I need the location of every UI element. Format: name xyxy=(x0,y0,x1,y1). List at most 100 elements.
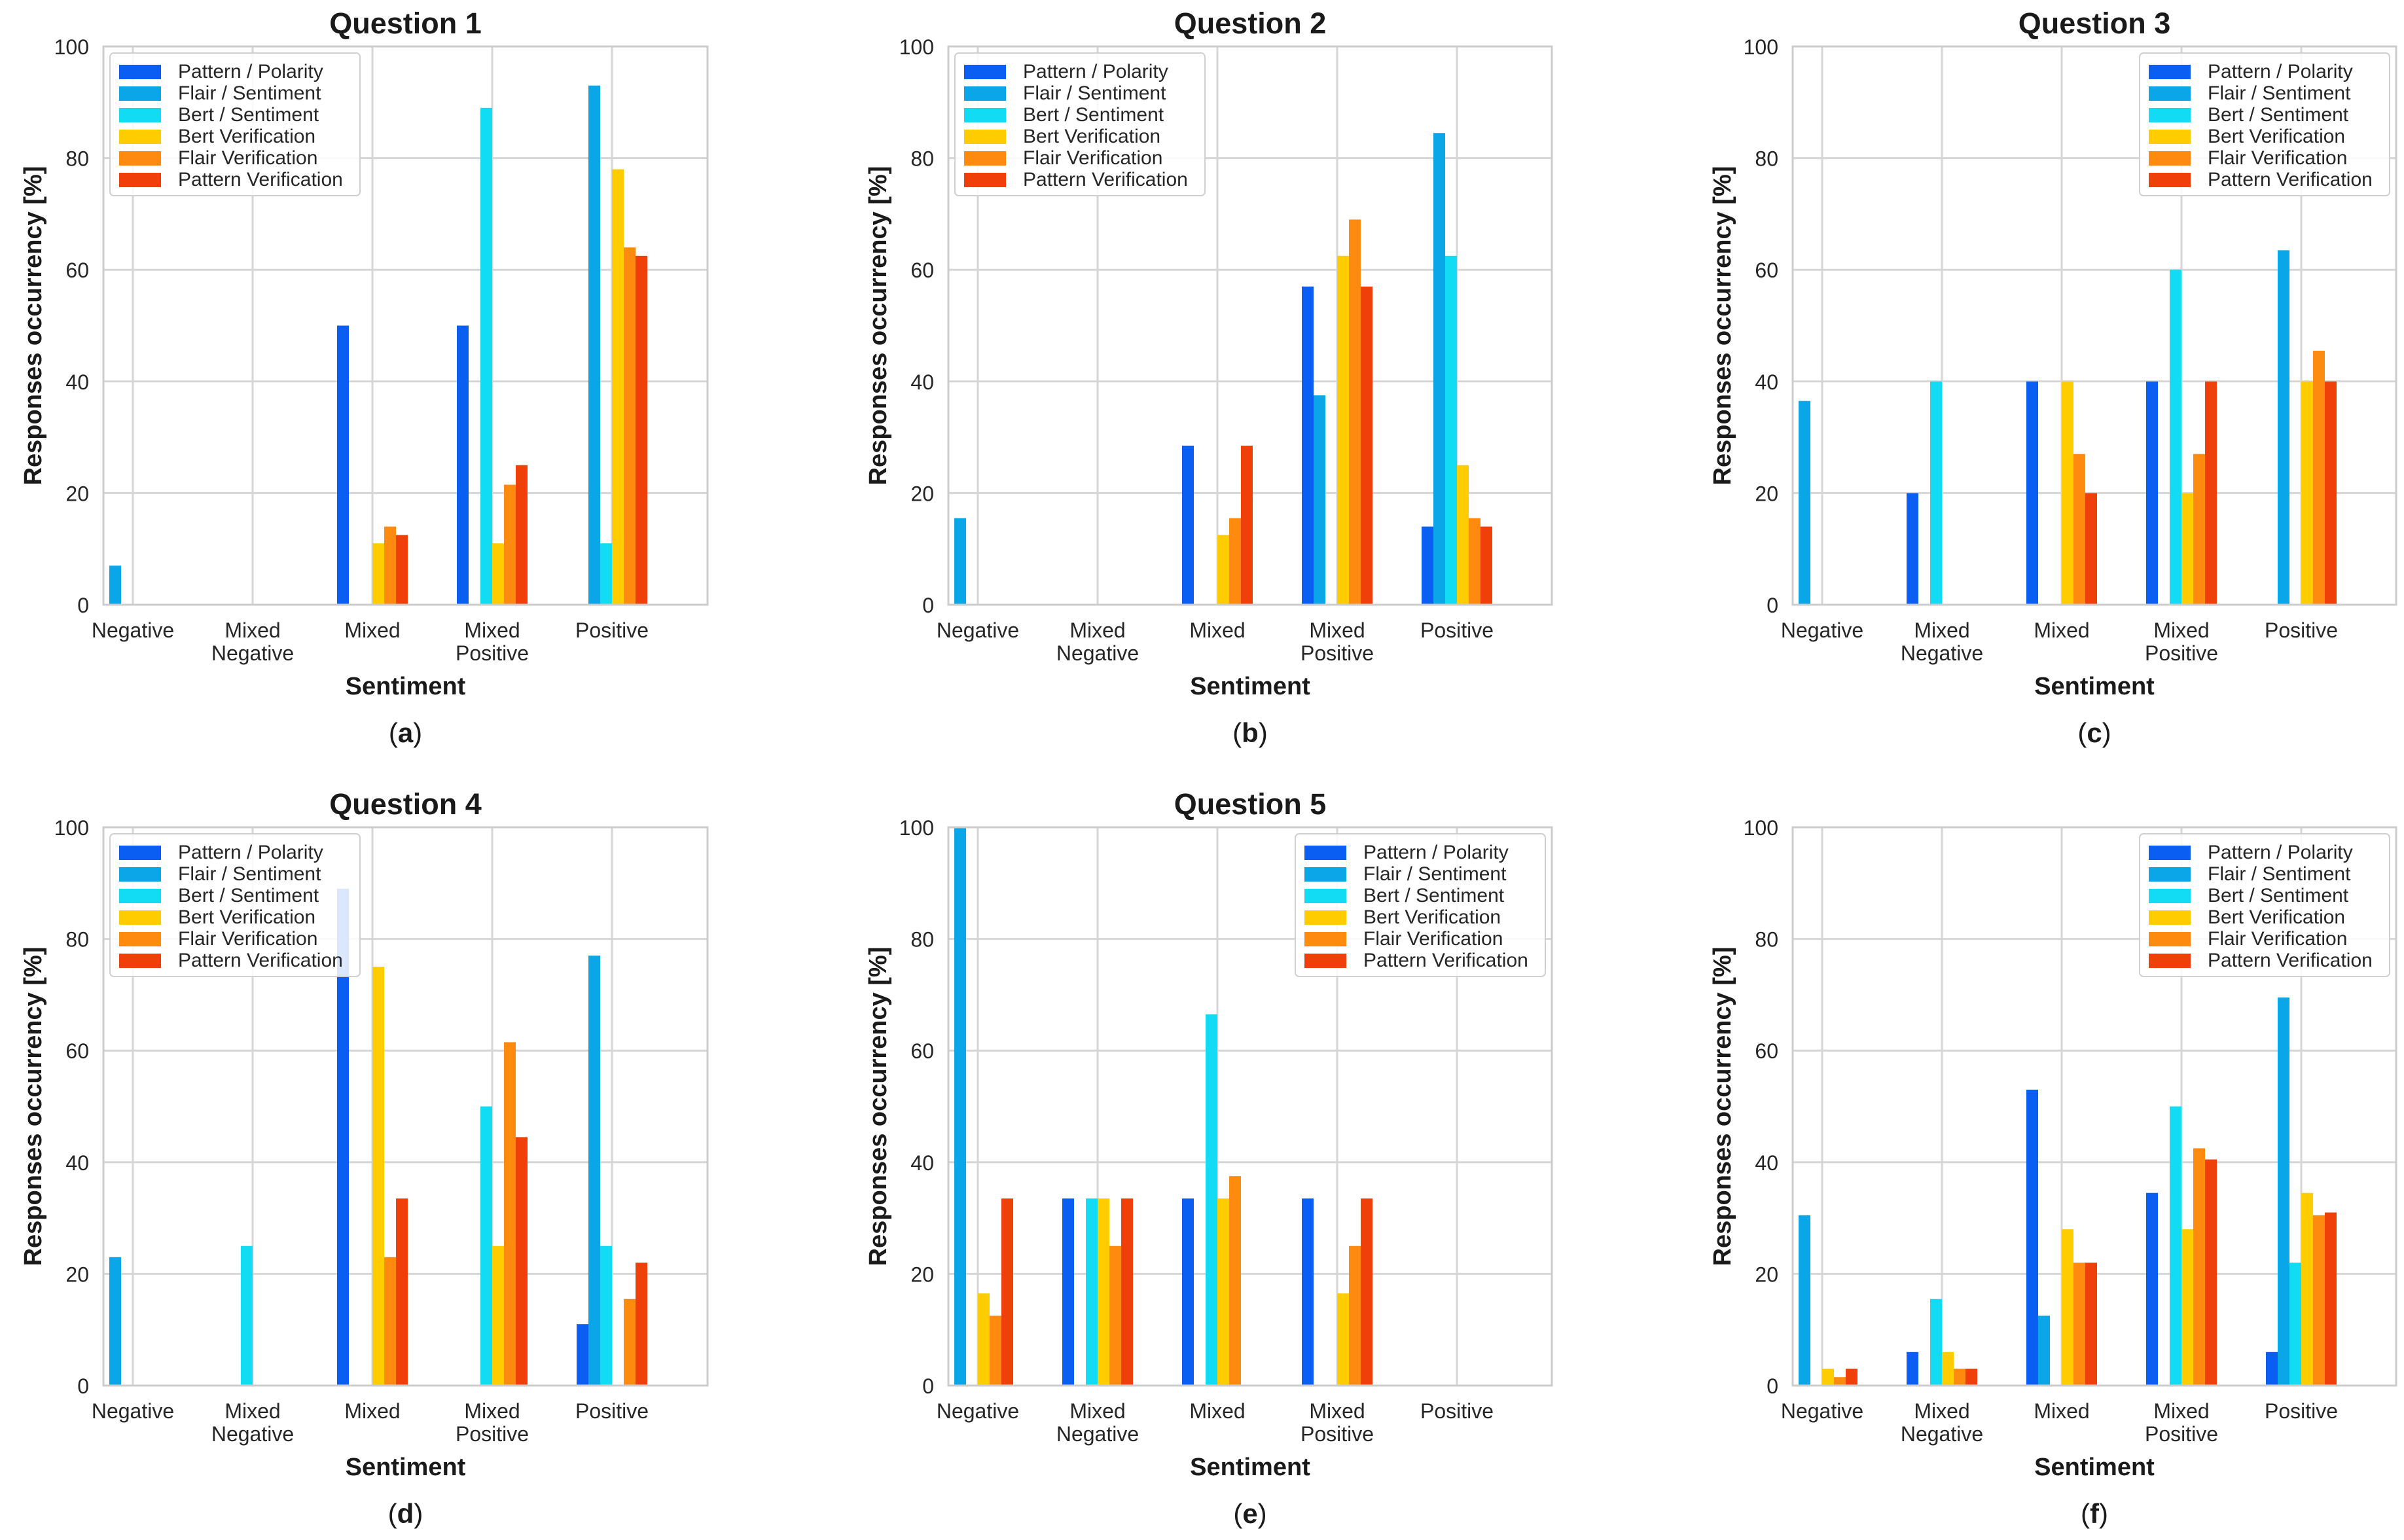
x-tick-label: Negative xyxy=(1781,1399,1863,1423)
legend-swatch xyxy=(119,108,161,122)
bar-flair-verification-0 xyxy=(1834,1377,1846,1386)
bar-flair-sentiment-4 xyxy=(588,85,600,605)
y-tick-label: 20 xyxy=(910,1262,934,1286)
x-axis-label: Sentiment xyxy=(1190,673,1310,700)
y-tick-label: 0 xyxy=(1767,594,1778,617)
bar-pattern-verification-3 xyxy=(2205,381,2217,605)
panel-label: (a) xyxy=(389,717,422,748)
plot-frame xyxy=(102,45,709,606)
x-tick-label: Positive xyxy=(2265,618,2338,642)
legend-swatch xyxy=(1304,867,1346,882)
y-tick-label: 60 xyxy=(910,259,934,282)
x-tick-label: Negative xyxy=(1901,641,1983,665)
bar-flair-verification-3 xyxy=(504,1042,516,1386)
bar-bert-sentiment-1 xyxy=(1086,1198,1098,1386)
bar-pattern-polarity-3 xyxy=(2146,381,2158,605)
bar-bert-verification-2 xyxy=(1217,1198,1229,1386)
legend-entry: Pattern / Polarity xyxy=(2208,61,2353,82)
bar-flair-sentiment-0 xyxy=(1799,401,1810,605)
x-tick-label: Mixed xyxy=(2034,1399,2089,1423)
legend-entry: Pattern / Polarity xyxy=(1023,61,1168,82)
legend-swatch xyxy=(119,954,161,968)
legend-swatch xyxy=(1304,846,1346,860)
bar-flair-verification-1 xyxy=(1954,1369,1965,1386)
bar-pattern-verification-0 xyxy=(1001,1198,1013,1386)
y-tick-label: 20 xyxy=(1755,1262,1778,1286)
bar-flair-verification-3 xyxy=(2193,454,2205,605)
x-tick-label: Mixed xyxy=(1914,1399,1969,1423)
bar-flair-sentiment-4 xyxy=(2278,250,2289,605)
bar-flair-verification-3 xyxy=(1349,1245,1361,1386)
bar-pattern-verification-1 xyxy=(1121,1198,1133,1386)
chart-title: Question 2 xyxy=(1174,7,1327,40)
legend-entry: Bert Verification xyxy=(178,126,315,147)
legend-entry: Bert Verification xyxy=(2208,126,2345,147)
bar-pattern-verification-1 xyxy=(1965,1369,1977,1386)
bar-pattern-polarity-3 xyxy=(1302,1198,1314,1386)
bar-flair-verification-2 xyxy=(384,526,396,605)
bar-pattern-verification-3 xyxy=(1361,1198,1372,1386)
bar-pattern-polarity-3 xyxy=(1302,286,1314,605)
legend-entry: Flair / Sentiment xyxy=(178,863,321,885)
x-tick-label: Negative xyxy=(937,618,1019,642)
legend-swatch xyxy=(964,151,1006,166)
bar-bert-verification-3 xyxy=(492,543,504,605)
x-tick-label: Mixed xyxy=(2153,618,2209,642)
legend-entry: Flair Verification xyxy=(2208,147,2347,169)
bar-flair-verification-4 xyxy=(2313,350,2325,605)
bar-bert-verification-4 xyxy=(2301,1192,2313,1386)
legend-swatch xyxy=(2149,867,2191,882)
legend-swatch xyxy=(964,130,1006,144)
y-tick-label: 20 xyxy=(65,1262,89,1286)
legend-entry: Flair Verification xyxy=(178,928,317,950)
legend-entry: Pattern Verification xyxy=(1023,169,1188,190)
y-tick-label: 80 xyxy=(1755,147,1778,171)
legend-swatch xyxy=(2149,86,2191,101)
y-tick-label: 40 xyxy=(1755,1151,1778,1175)
bar-pattern-polarity-2 xyxy=(2026,1089,2038,1386)
legend-entry: Flair / Sentiment xyxy=(2208,863,2351,885)
x-tick-label: Positive xyxy=(1301,641,1374,665)
y-tick-label: 20 xyxy=(1755,482,1778,505)
legend-entry: Pattern / Polarity xyxy=(2208,842,2353,863)
legend-swatch xyxy=(964,65,1006,79)
x-tick-label: Mixed xyxy=(224,618,280,642)
bar-pattern-verification-3 xyxy=(516,465,528,605)
bar-pattern-verification-4 xyxy=(1480,526,1492,605)
bar-pattern-polarity-2 xyxy=(337,325,349,605)
legend-entry: Bert Verification xyxy=(178,906,315,928)
x-tick-label: Mixed xyxy=(1914,618,1969,642)
bar-flair-verification-3 xyxy=(1349,219,1361,605)
legend-swatch xyxy=(964,108,1006,122)
bar-flair-verification-2 xyxy=(1229,1176,1241,1386)
y-tick-label: 60 xyxy=(910,1039,934,1063)
bar-bert-verification-2 xyxy=(372,967,384,1386)
bar-pattern-polarity-1 xyxy=(1907,493,1918,605)
x-tick-label: Negative xyxy=(937,1399,1019,1423)
bar-pattern-polarity-2 xyxy=(337,888,349,1386)
legend-entry: Pattern / Polarity xyxy=(178,842,323,863)
legend-box xyxy=(1295,833,1546,977)
x-tick-label: Mixed xyxy=(1069,1399,1125,1423)
legend-swatch xyxy=(964,86,1006,101)
x-tick-label: Mixed xyxy=(344,618,400,642)
bar-bert-sentiment-2 xyxy=(1206,1014,1217,1386)
legend-swatch xyxy=(2149,130,2191,144)
legend-swatch xyxy=(2149,108,2191,122)
legend-entry: Pattern Verification xyxy=(2208,169,2373,190)
legend-swatch xyxy=(2149,65,2191,79)
x-tick-label: Mixed xyxy=(2034,618,2089,642)
legend-entry: Bert / Sentiment xyxy=(2208,104,2349,126)
bar-flair-sentiment-0 xyxy=(954,518,966,605)
legend-swatch xyxy=(2149,846,2191,860)
legend-swatch xyxy=(2149,910,2191,925)
panel-label: (d) xyxy=(388,1498,423,1529)
legend-swatch xyxy=(964,173,1006,187)
chart-title: Question 5 xyxy=(1174,787,1327,821)
y-tick-label: 0 xyxy=(1767,1374,1778,1398)
legend-swatch xyxy=(2149,932,2191,946)
bar-flair-sentiment-2 xyxy=(2038,1316,2050,1386)
bar-bert-verification-3 xyxy=(2181,493,2193,605)
